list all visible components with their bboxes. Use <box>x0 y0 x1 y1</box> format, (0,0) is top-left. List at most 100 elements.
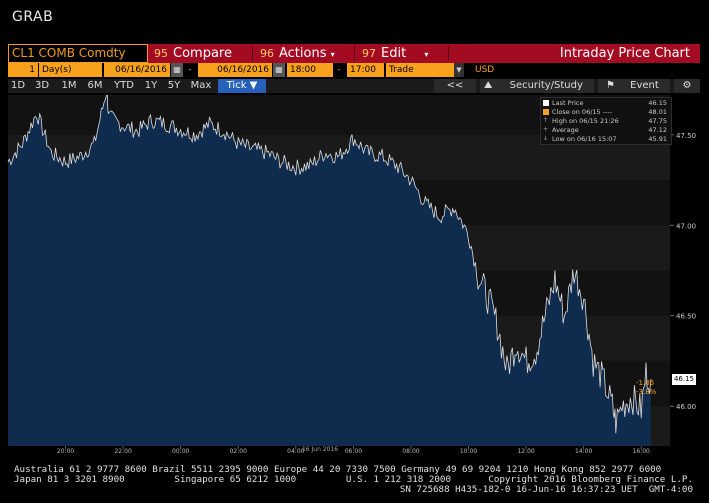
legend-swatch <box>543 109 549 115</box>
chart-icon: ⛰ <box>484 80 493 91</box>
legend-label: Last Price <box>552 99 584 107</box>
y-axis: 47.50 47.00 46.50 46.00 <box>670 132 696 411</box>
x-tick-label: 12:00 <box>517 448 534 455</box>
menu-divider <box>354 46 355 61</box>
end-date-field[interactable]: 06/16/2016 <box>198 63 272 77</box>
compare-button[interactable]: 95 Compare <box>154 44 232 63</box>
change-pct: -3.8% <box>636 388 657 396</box>
footer-line-1: Australia 61 2 9777 8600 Brazil 5511 239… <box>14 464 662 475</box>
start-time-field[interactable]: 18:00 <box>287 63 333 77</box>
actions-label: Actions <box>279 46 327 61</box>
compare-shortcut: 95 <box>154 47 168 60</box>
edit-button[interactable]: 97 Edit ▾ <box>362 44 428 63</box>
period-toolbar: 1D 3D 1M 6M YTD 1Y 5Y Max Tick ▼ << ⛰ Se… <box>8 79 700 93</box>
time-range-dash: - <box>337 65 341 75</box>
x-tick-label: 14:00 <box>575 448 592 455</box>
actions-shortcut: 96 <box>260 47 274 60</box>
y-tick-label: 47.00 <box>676 222 696 230</box>
period-max[interactable]: Max <box>190 80 212 91</box>
ticker-field[interactable]: CL1 COMB Comdty <box>8 44 148 63</box>
legend-value: 47.12 <box>648 126 667 134</box>
period-1d[interactable]: 1D <box>10 80 26 91</box>
footer-copyright: Copyright 2016 Bloomberg Finance L.P. SN … <box>400 475 693 495</box>
period-1m[interactable]: 1M <box>61 80 77 91</box>
legend-value: 47.75 <box>648 117 667 125</box>
actions-dropdown-icon: ▾ <box>330 50 335 59</box>
flag-icon: ⚑ <box>606 80 615 91</box>
x-tick-label: 08:00 <box>402 448 419 455</box>
grab-label: GRAB <box>12 9 54 25</box>
price-type-select[interactable]: Trade <box>386 63 454 77</box>
legend-value: 45.91 <box>648 135 667 143</box>
y-tick-label: 46.50 <box>676 313 696 321</box>
menu-bar: CL1 COMB Comdty 95 Compare 96 Actions ▾ 97… <box>8 44 700 63</box>
security-study-label: Security/Study <box>509 80 583 91</box>
calendar-icon[interactable]: ▦ <box>171 63 183 77</box>
x-tick-label: 06:00 <box>345 448 362 455</box>
chart-legend: Last Price 46.15 Close on 06/15 ---- 48.… <box>540 97 672 145</box>
session-line: SN 725688 H435-182-0 16-Jun-16 16:37:23 … <box>399 484 693 495</box>
x-tick-label: 22:00 <box>114 448 131 455</box>
date-label: 16 Jun 2016 <box>302 446 338 453</box>
legend-last-price: Last Price 46.15 <box>543 99 669 107</box>
start-date-field[interactable]: 06/16/2016 <box>104 63 170 77</box>
period-tick[interactable]: Tick ▼ <box>218 79 266 93</box>
period-6m[interactable]: 6M <box>87 80 103 91</box>
footer-contacts: Australia 61 2 9777 8600 Brazil 5511 239… <box>14 465 694 485</box>
arrow-up-icon: ↑ <box>543 117 549 124</box>
price-chart[interactable]: 47.50 47.00 46.50 46.00 20:00 22:00 00:00 02:0… <box>0 95 709 465</box>
x-tick-label: 10:00 <box>460 448 477 455</box>
period-ytd[interactable]: YTD <box>114 80 134 91</box>
legend-label: Low on 06/16 15:07 <box>552 135 617 143</box>
last-price-tag: 46.15 <box>672 374 696 385</box>
legend-value: 46.15 <box>648 99 667 107</box>
legend-low: ↓ Low on 06/16 15:07 45.91 <box>543 135 669 143</box>
date-range-dash: - <box>188 65 192 75</box>
security-study-button[interactable]: ⛰ Security/Study <box>480 79 594 93</box>
menu-divider <box>252 46 253 61</box>
legend-label: Close on 06/15 ---- <box>552 108 613 116</box>
legend-average: + Average 47.12 <box>543 126 669 134</box>
chart-type-title: Intraday Price Chart <box>559 46 690 61</box>
event-button[interactable]: ⚑ Event <box>598 79 670 93</box>
legend-label: Average <box>552 126 579 134</box>
edit-shortcut: 97 <box>362 47 376 60</box>
legend-label: High on 06/15 21:26 <box>552 117 619 125</box>
calendar-icon[interactable]: ▦ <box>273 63 285 77</box>
x-axis: 20:00 22:00 00:00 02:00 04:00 06:00 08:00 10:00… <box>57 446 650 455</box>
average-icon: + <box>543 126 549 133</box>
period-count-field[interactable]: 1 <box>8 63 38 77</box>
price-area <box>8 95 651 446</box>
period-3d[interactable]: 3D <box>34 80 50 91</box>
currency-label[interactable]: USD <box>475 65 495 75</box>
compare-label: Compare <box>173 46 232 61</box>
x-tick-label: 00:00 <box>172 448 189 455</box>
menu-divider <box>448 46 449 61</box>
legend-value: 48.01 <box>648 108 667 116</box>
price-line <box>7 95 652 434</box>
action-bar: 95 Compare 96 Actions ▾ 97 Edit ▾ Intraday … <box>148 44 700 63</box>
legend-close: Close on 06/15 ---- 48.01 <box>543 108 669 116</box>
y-tick-label: 47.50 <box>676 132 696 140</box>
legend-swatch <box>543 100 549 106</box>
end-time-field[interactable]: 17:00 <box>347 63 384 77</box>
event-label: Event <box>630 80 659 91</box>
edit-dropdown-icon: ▾ <box>424 50 429 59</box>
period-5y[interactable]: 5Y <box>167 80 181 91</box>
change-abs: -1.86 <box>636 379 655 387</box>
period-1y[interactable]: 1Y <box>144 80 158 91</box>
actions-button[interactable]: 96 Actions ▾ <box>260 44 335 63</box>
gear-icon[interactable]: ⚙ <box>674 79 700 93</box>
x-tick-label: 16:00 <box>633 448 650 455</box>
back-button[interactable]: << <box>434 79 476 93</box>
arrow-down-icon: ↓ <box>543 135 549 142</box>
x-tick-label: 02:00 <box>230 448 247 455</box>
copyright-line: Copyright 2016 Bloomberg Finance L.P. <box>488 474 693 485</box>
legend-high: ↑ High on 06/15 21:26 47.75 <box>543 117 669 125</box>
y-tick-label: 46.00 <box>676 403 696 411</box>
edit-label: Edit <box>381 46 407 61</box>
period-unit-field[interactable]: Day(s) <box>39 63 102 77</box>
x-tick-label: 20:00 <box>57 448 74 455</box>
chevron-down-icon[interactable]: ▼ <box>454 63 464 77</box>
x-tick-label: 04:00 <box>287 448 304 455</box>
